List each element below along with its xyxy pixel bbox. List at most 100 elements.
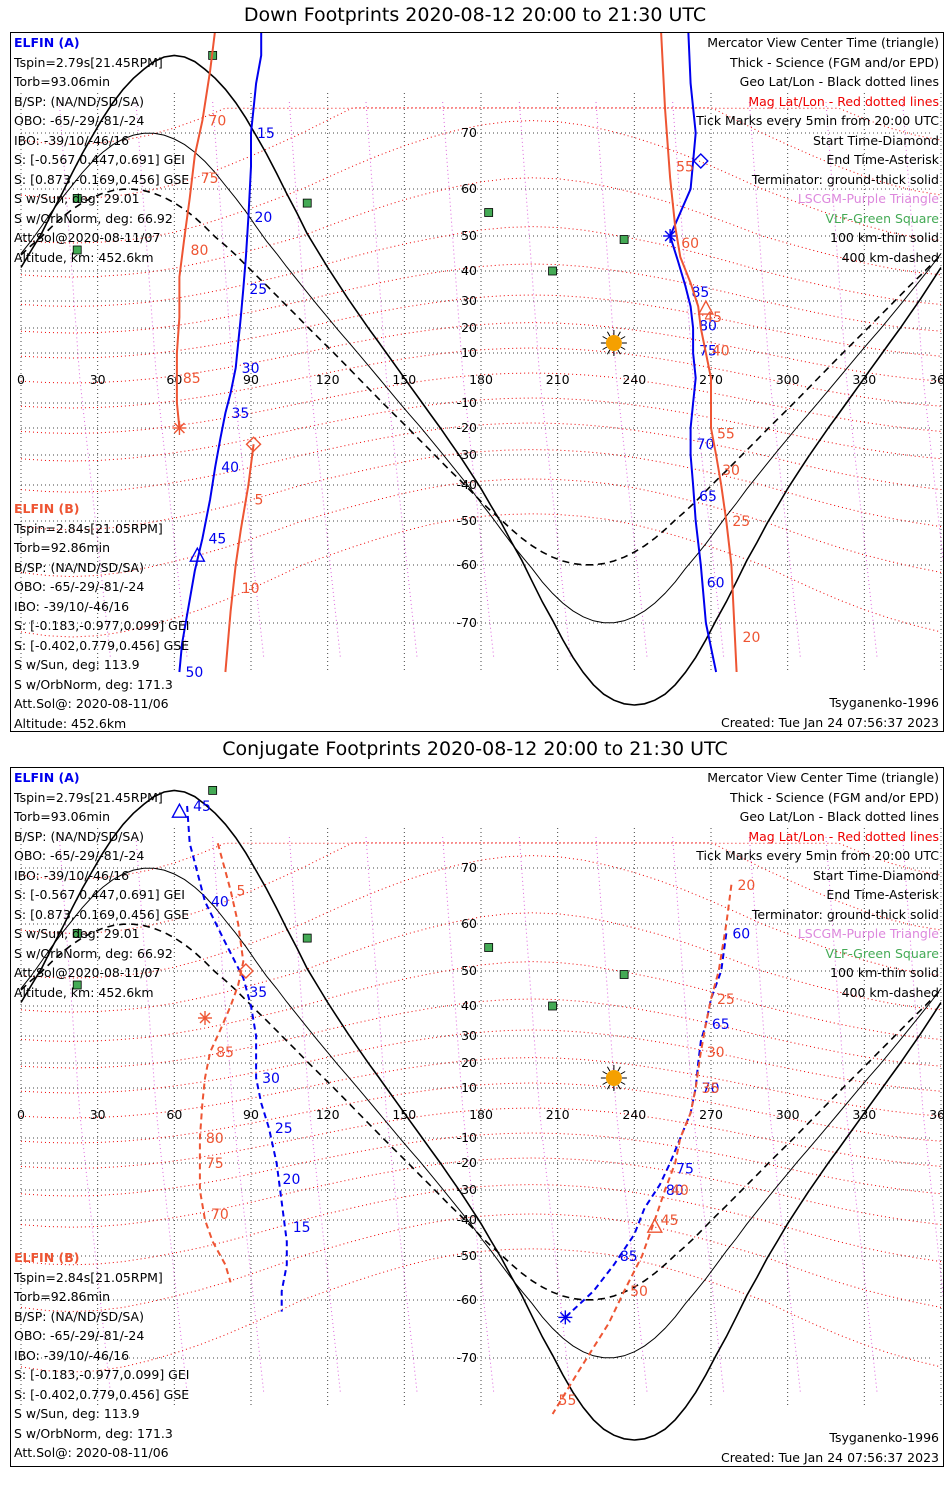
lat-tick-label: -20 xyxy=(457,1155,477,1170)
elfin-a-info-line: B/SP: (NA/ND/SD/SA) xyxy=(14,93,144,109)
lon-tick-label: 90 xyxy=(243,1107,259,1122)
track-tick-label: 40 xyxy=(712,344,730,360)
lon-tick-label: 0 xyxy=(17,1107,25,1122)
mag-lon-line xyxy=(58,836,111,1394)
track-tick-label: 30 xyxy=(242,361,260,377)
track-tick-label: 45 xyxy=(661,1213,679,1229)
legend-entry: Mercator View Center Time (triangle) xyxy=(707,770,939,785)
mag-lat-line xyxy=(20,1057,942,1119)
elfin-a-info-line: Torb=93.06min xyxy=(14,74,111,89)
elfin-a-info-line: Tspin=2.79s[21.45RPM] xyxy=(14,789,163,805)
elfin-a-info-line: Tspin=2.79s[21.45RPM] xyxy=(14,54,163,70)
elfin-a-info-conjugate: ELFIN (A) Tspin=2.79s[21.45RPM] Torb=93.0… xyxy=(14,768,189,1002)
legend-entry: VLF-Green Square xyxy=(825,945,939,961)
track-tick-label: 35 xyxy=(249,985,267,1001)
mag-lon-line xyxy=(902,101,943,565)
elfin-a-info-line: S w/OrbNorm, deg: 66.92 xyxy=(14,945,173,961)
track-tick-label: 70 xyxy=(697,437,715,453)
track-tick-label: 85 xyxy=(216,1045,234,1061)
elfin-b-info-line: S: [-0.183,-0.977,0.099] GEI xyxy=(14,618,190,633)
mag-lon-line xyxy=(825,836,878,1394)
elfin-a-lines: Tspin=2.79s[21.45RPM] Torb=93.06min B/SP: … xyxy=(14,53,189,268)
track-tick-label: 30 xyxy=(722,463,740,479)
legend-entry: Mag Lat/Lon - Red dotted lines xyxy=(748,828,939,844)
terminator-100km xyxy=(20,132,942,624)
end-time-asterisk xyxy=(559,1311,571,1323)
lon-tick-label: 300 xyxy=(776,1107,800,1122)
lat-tick-label: -20 xyxy=(457,420,477,435)
elfin-a-info-line: IBO: -39/10/-46/16 xyxy=(14,867,130,883)
lon-tick-label: 240 xyxy=(622,372,646,387)
elfin-b-info-line: OBO: -65/-29/-81/-24 xyxy=(14,579,145,594)
elfin-b-info-line: Att.Sol@: 2020-08-11/06 xyxy=(14,696,169,711)
lon-tick-label: 210 xyxy=(546,372,570,387)
track-tick-label: 5 xyxy=(254,492,263,508)
track-tick-label: 40 xyxy=(211,895,229,911)
lon-tick-label: 240 xyxy=(622,1107,646,1122)
elfin-a-info-line: B/SP: (NA/ND/SD/SA) xyxy=(14,828,144,844)
mag-lat-line xyxy=(20,347,942,409)
elfin-a-track xyxy=(186,805,288,1312)
legend-entry: Mag Lat/Lon - Red dotted lines xyxy=(748,93,939,109)
created-label-conjugate: Created: Tue Jan 24 07:56:37 2023 xyxy=(720,1450,939,1465)
track-tick-label: 25 xyxy=(275,1121,293,1137)
lat-tick-label: 70 xyxy=(461,125,477,140)
elfin-a-info-line: S: [-0.567,0.447,0.691] GEI xyxy=(14,887,185,902)
model-label-conjugate: Tsyganenko-1996 xyxy=(829,1430,939,1445)
elfin-b-info-line: OBO: -65/-29/-81/-24 xyxy=(14,1328,145,1343)
legend-entry: 100 km-thin solid xyxy=(830,230,939,245)
mag-lat-line xyxy=(20,855,942,979)
elfin-a-info-line: S w/OrbNorm, deg: 66.92 xyxy=(14,210,173,226)
lat-tick-label: -60 xyxy=(457,557,477,572)
elfin-b-track xyxy=(175,33,216,429)
elfin-b-info-line: Torb=92.86min xyxy=(14,540,111,555)
mag-lat-line xyxy=(20,1107,942,1169)
legend-entry: Terminator: ground-thick solid xyxy=(751,906,939,922)
mag-lat-line xyxy=(20,1213,942,1313)
elfin-a-header: ELFIN (A) xyxy=(14,770,80,785)
track-tick-label: 45 xyxy=(208,532,226,548)
map-canvas-conjugate: 0 30 60 90 120 150 180 210 240 270 300 330 360 70 60 50… xyxy=(17,785,943,1441)
model-label-down: Tsyganenko-1996 xyxy=(829,695,939,710)
vlf-station-marker xyxy=(72,245,82,255)
map-canvas-down: 0306090120150180210240270300330360706050… xyxy=(17,33,943,706)
lon-tick-label: 60 xyxy=(166,372,182,387)
lon-tick-label: 120 xyxy=(316,372,340,387)
elfin-b-track xyxy=(198,842,245,1283)
legend-entry: End Time-Asterisk xyxy=(826,887,939,902)
mag-lat-line xyxy=(20,998,942,1069)
elfin-b-info-line: IBO: -39/10/-46/16 xyxy=(14,598,130,614)
track-tick-label: 60 xyxy=(732,926,750,942)
end-time-asterisk xyxy=(664,230,676,242)
center-time-triangle xyxy=(189,546,206,562)
elfin-b-info-line: S: [-0.183,-0.977,0.099] GEI xyxy=(14,1367,190,1382)
sun-ray xyxy=(602,1071,608,1075)
center-time-triangle xyxy=(171,802,188,818)
legend-down: Mercator View Center Time (triangle) Thic… xyxy=(696,33,939,267)
vlf-station-marker xyxy=(72,980,82,990)
track-tick-label: 85 xyxy=(620,1249,638,1265)
elfin-b-info-line: S: [-0.402,0.779,0.456] GSE xyxy=(14,1386,190,1402)
elfin-b-track xyxy=(660,33,738,673)
sun-ray xyxy=(606,331,611,337)
track-tick-label: 40 xyxy=(221,460,239,476)
track-tick-label: 75 xyxy=(699,344,717,360)
end-time-asterisk xyxy=(173,422,185,434)
legend-entry: Geo Lat/Lon - Black dotted lines xyxy=(739,74,939,89)
mag-lon-line xyxy=(135,101,188,659)
elfin-b-info-line: B/SP: (NA/ND/SD/SA) xyxy=(14,1308,144,1324)
lon-tick-label: 150 xyxy=(392,1107,416,1122)
lon-tick-label: 0 xyxy=(17,372,25,387)
legend-entry: Thick - Science (FGM and/or EPD) xyxy=(730,54,939,70)
sun-ray xyxy=(606,1084,611,1090)
lat-tick-label: 50 xyxy=(461,963,477,978)
track-tick-label: 80 xyxy=(206,1131,224,1147)
legend-entry: VLF-Green Square xyxy=(825,210,939,226)
terminator-100km xyxy=(20,867,942,1359)
vlf-station-marker xyxy=(72,928,82,938)
sun-ray xyxy=(620,1081,626,1085)
elfin-b-info-line: B/SP: (NA/ND/SD/SA) xyxy=(14,559,144,575)
track-tick-label: 50 xyxy=(630,1284,648,1300)
track-tick-label: 55 xyxy=(676,160,694,176)
elfin-a-info-line: IBO: -39/10/-46/16 xyxy=(14,132,130,148)
